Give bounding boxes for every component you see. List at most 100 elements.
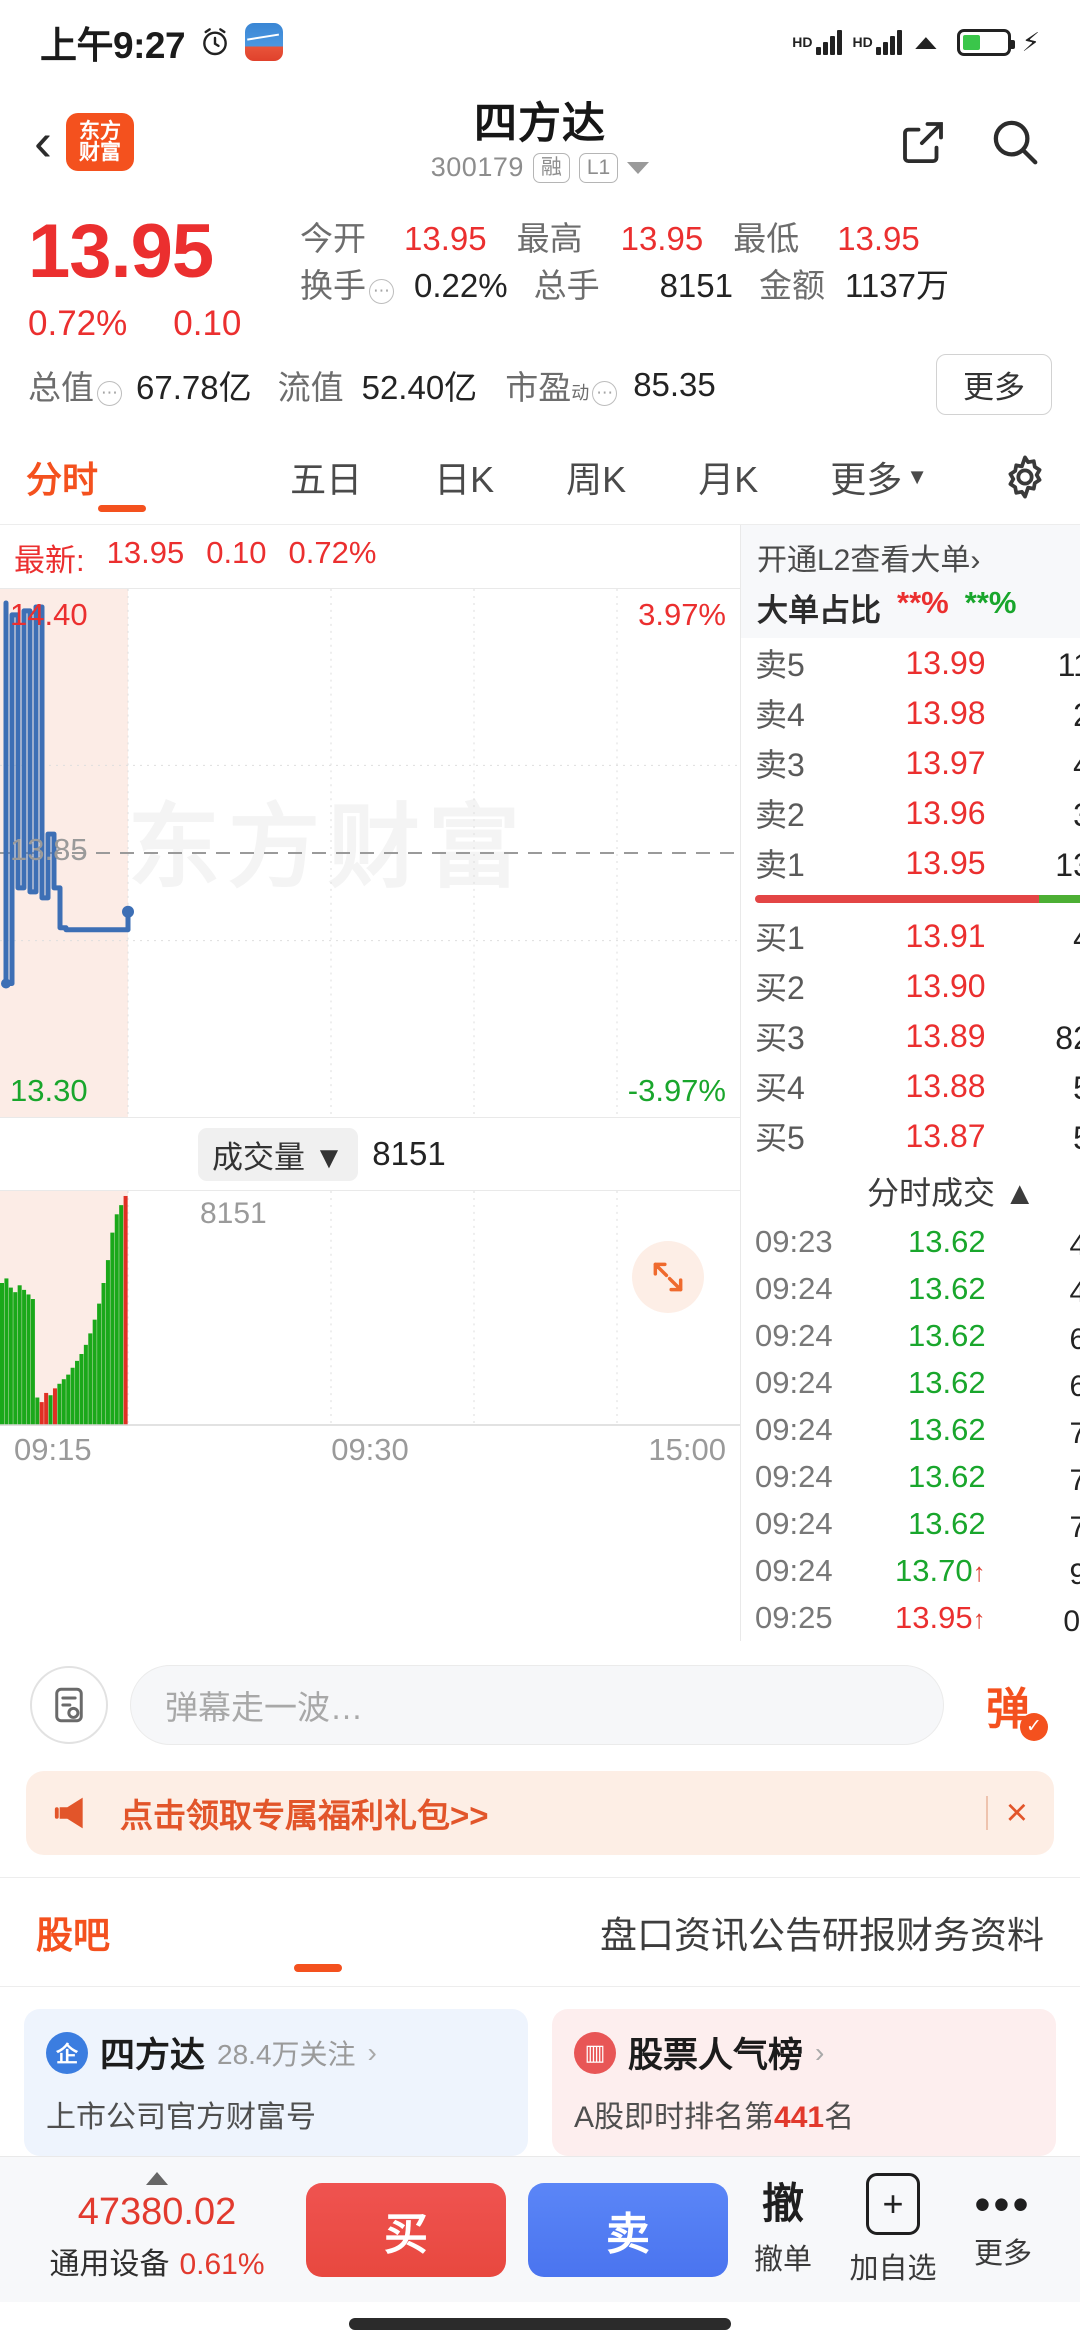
table-row[interactable]: 09:24 13.62 669万 <box>741 1359 1080 1406</box>
stock-code-label: 300179 <box>430 152 524 183</box>
tab-fenshi[interactable]: 分时 <box>26 429 218 524</box>
pe-cell: 市盈 动 ⋯ <box>505 361 618 409</box>
table-row[interactable]: 买1 13.91 4.2万 <box>755 917 1080 957</box>
eastmoney-logo[interactable]: 东方 财富 <box>65 113 134 171</box>
company-card-title: 企 四方达 28.4万关注 › <box>46 2027 506 2078</box>
signal-group-1: HD <box>792 29 842 55</box>
low-label: 最低 <box>733 220 800 257</box>
volume-indicator-selector[interactable]: 成交量 ▼ <box>198 1127 359 1181</box>
company-card-followers: 28.4万关注 <box>217 2038 356 2070</box>
tab-caiwu[interactable]: 财务 <box>896 1915 970 1957</box>
note-icon[interactable] <box>30 1666 108 1745</box>
tick-volume: 669万 <box>1069 1369 1080 1403</box>
tab-yuek[interactable]: 月K <box>698 458 759 500</box>
table-row[interactable]: 买3 13.89 82.9万 <box>755 1017 1080 1057</box>
info-icon-pe[interactable]: ⋯ <box>592 380 618 406</box>
search-input[interactable]: 弹幕走一波… <box>130 1665 944 1746</box>
comment-placeholder: 弹幕走一波… <box>165 1689 363 1727</box>
table-row[interactable]: 09:24 13.62 718万 <box>741 1406 1080 1453</box>
table-row[interactable]: 卖2 13.96 3.9万 <box>755 794 1080 834</box>
info-icon-turnover[interactable]: ⋯ <box>369 278 394 304</box>
tab-zixun[interactable]: 资讯 <box>674 1915 748 1957</box>
last-price: 13.95 <box>28 209 214 294</box>
volume-axis-max: 8151 <box>200 1197 267 1231</box>
chart-ymax-price: 14.40 <box>10 597 88 633</box>
time-tick-mid: 09:30 <box>331 1432 409 1468</box>
popularity-card[interactable]: ▥ 股票人气榜 › A股即时排名第441名 <box>552 2009 1056 2157</box>
table-row[interactable]: 09:25 13.95↑ 0.11亿 <box>741 1594 1080 1641</box>
table-row[interactable]: 09:24 13.62 494万 <box>741 1265 1080 1312</box>
price-chart[interactable]: 东方财富 14.40 <box>0 588 740 1119</box>
tab-zhouk[interactable]: 周K <box>566 458 627 500</box>
l2-promo-text: 开通L2查看大单› <box>757 544 981 578</box>
bottom-action-bar: 47380.02 通用设备 0.61% 买 卖 撤 撤单 + 加自选 ••• 更多 <box>0 2156 1080 2303</box>
table-row[interactable]: 买4 13.88 5.8万 <box>755 1067 1080 1107</box>
l2-promo[interactable]: 开通L2查看大单› 大单占比 **% **% × <box>741 525 1080 639</box>
tab-more[interactable]: 更多 ▼ <box>830 458 928 500</box>
add-watchlist-button[interactable]: + 加自选 <box>838 2172 948 2287</box>
table-row[interactable]: 卖4 13.98 2.8万 <box>755 694 1080 734</box>
chart-column: 最新: 13.95 0.10 0.72% 东方财富 <box>0 525 740 1641</box>
expand-chart-icon[interactable] <box>632 1241 704 1314</box>
table-row[interactable]: 09:24 13.62 746万 <box>741 1453 1080 1500</box>
latest-change: 0.10 <box>206 535 267 571</box>
tick-price: 13.62 <box>908 1223 986 1259</box>
hd-badge-1: HD <box>792 34 813 50</box>
table-row[interactable]: 卖1 13.95 13.8万 <box>755 844 1080 884</box>
tab-ziliao[interactable]: 资料 <box>970 1915 1044 1957</box>
index-block[interactable]: 47380.02 通用设备 0.61% <box>22 2171 292 2284</box>
tick-time: 09:24 <box>755 1364 833 1400</box>
back-chevron-icon[interactable]: ‹ <box>34 112 52 172</box>
volume-header: 成交量 ▼ 8151 <box>0 1118 740 1190</box>
table-row[interactable]: 09:24 13.70↑ 945万 <box>741 1547 1080 1594</box>
tick-table-header[interactable]: 分时成交 ▲ <box>867 1175 1036 1212</box>
signal-bars-icon-1 <box>815 29 842 55</box>
table-row[interactable]: 卖5 13.99 11.9万 <box>755 644 1080 684</box>
gear-icon[interactable] <box>1000 452 1050 502</box>
sell-button[interactable]: 卖 <box>528 2182 728 2277</box>
promo-banner-text: 点击领取专属福利礼包>> <box>120 1797 489 1835</box>
home-indicator <box>0 2302 1080 2346</box>
cancel-order-button[interactable]: 撤 撤单 <box>728 2181 838 2278</box>
more-stats-button[interactable]: 更多 <box>936 354 1052 416</box>
pe-label: 市盈 <box>505 368 572 406</box>
index-name-row: 通用设备 0.61% <box>49 2248 265 2282</box>
status-bar-left: 上午9:27 <box>40 15 284 69</box>
chart-tab-bar: 分时 五日 日K 周K 月K 更多 ▼ <box>0 429 1080 526</box>
quote-stats: 今开 13.95 最高 13.95 最低 13.95 换手 ⋯ 0.22% 总手… <box>300 216 1052 310</box>
quote-stats-row-2: 换手 ⋯ 0.22% 总手 8151 金额 1137万 <box>300 263 1052 310</box>
share-icon[interactable] <box>896 115 950 169</box>
tab-wuri[interactable]: 五日 <box>290 458 363 500</box>
tick-time: 09:24 <box>755 1505 833 1541</box>
battery-level-label: 12 <box>984 34 1003 52</box>
promo-close-area[interactable]: × <box>985 1792 1028 1835</box>
chart-and-orderbook: 最新: 13.95 0.10 0.72% 东方财富 <box>0 525 1080 1642</box>
company-card[interactable]: 企 四方达 28.4万关注 › 上市公司官方财富号 <box>24 2009 528 2157</box>
more-button[interactable]: ••• 更多 <box>948 2180 1058 2272</box>
send-danmu-button[interactable]: 弹 <box>966 1663 1050 1747</box>
more-label: 更多 <box>973 2237 1032 2270</box>
tab-guba[interactable]: 股吧 <box>36 1878 600 1986</box>
search-icon[interactable] <box>988 115 1042 169</box>
tab-yanbao[interactable]: 研报 <box>822 1915 896 1957</box>
table-row[interactable]: 买5 13.87 5.3万 <box>755 1117 1080 1157</box>
info-icon-mktcap[interactable]: ⋯ <box>97 380 122 406</box>
popularity-card-title: ▥ 股票人气榜 › <box>574 2027 1034 2078</box>
table-row[interactable]: 卖3 13.97 4.6万 <box>755 744 1080 784</box>
promo-banner[interactable]: 点击领取专属福利礼包>> × <box>26 1771 1054 1856</box>
chevron-right-icon: › <box>367 2036 377 2068</box>
volume-chart[interactable]: 8151 <box>0 1190 740 1427</box>
tick-volume: 494万 <box>1069 1275 1080 1309</box>
table-row[interactable]: 买2 13.90 1390 <box>755 967 1080 1007</box>
table-row[interactable]: 09:24 13.62 779万 <box>741 1500 1080 1547</box>
popularity-card-desc: A股即时排名第441名 <box>574 2092 1034 2136</box>
quote-stats-row-3: 总值 ⋯ 67.78亿 流值 52.40亿 市盈 动 ⋯ 85.35 更多 <box>28 354 1052 416</box>
tick-time: 09:24 <box>755 1317 833 1353</box>
table-row[interactable]: 09:24 13.62 632万 <box>741 1312 1080 1359</box>
table-row[interactable]: 09:23 13.62 455万 <box>741 1218 1080 1265</box>
comment-bar: 弹幕走一波… 弹 <box>0 1641 1080 1765</box>
tab-pankou[interactable]: 盘口 <box>600 1915 674 1957</box>
tab-gonggao[interactable]: 公告 <box>748 1915 822 1957</box>
buy-button[interactable]: 买 <box>306 2182 506 2277</box>
tab-rik[interactable]: 日K <box>434 458 495 500</box>
